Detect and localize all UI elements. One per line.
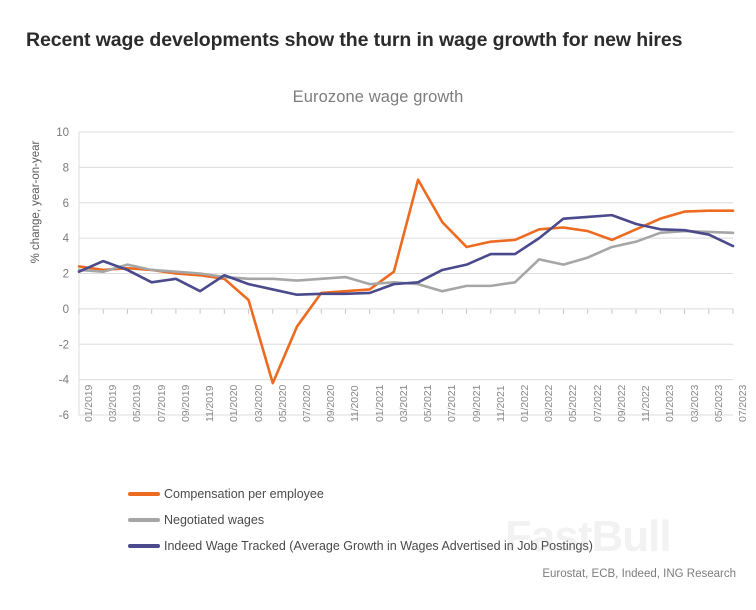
y-tick-label: -2	[59, 339, 69, 351]
x-tick-label: 07/2021	[446, 384, 459, 422]
source-note: Eurostat, ECB, Indeed, ING Research	[542, 568, 736, 580]
x-tick-label: 03/2022	[543, 384, 556, 422]
legend-item[interactable]: Negotiated wages	[128, 508, 748, 532]
x-tick-label: 01/2021	[373, 384, 386, 422]
chart-legend: Compensation per employee Negotiated wage…	[128, 482, 748, 560]
y-axis-title: % change, year-on-year	[30, 140, 42, 264]
x-tick-label: 01/2023	[664, 384, 677, 422]
x-tick-label: 01/2022	[519, 384, 531, 422]
x-tick-label: 09/2019	[179, 384, 192, 422]
y-tick-label: 6	[63, 198, 69, 210]
y-tick-label: 0	[63, 304, 69, 316]
y-tick-label: 10	[56, 127, 69, 139]
y-tick-label: -4	[59, 375, 70, 387]
legend-item[interactable]: Indeed Wage Tracked (Average Growth in W…	[128, 534, 748, 558]
y-tick-label: 4	[63, 233, 70, 245]
x-tick-label: 01/2019	[83, 384, 95, 422]
legend-item-label: Indeed Wage Tracked (Average Growth in W…	[164, 539, 593, 553]
x-tick-label: 05/2020	[276, 384, 289, 422]
y-tick-label: 2	[63, 269, 69, 281]
x-tick-label: 05/2023	[712, 384, 725, 422]
legend-color-swatch	[128, 492, 160, 496]
x-tick-label: 07/2019	[155, 384, 168, 422]
x-tick-label: 03/2019	[107, 384, 120, 422]
x-tick-label: 07/2023	[737, 384, 749, 422]
y-tick-label: 8	[63, 162, 69, 174]
x-tick-label: 11/2019	[204, 385, 217, 422]
x-tick-label: 01/2020	[228, 384, 241, 422]
x-axis-tick-marks	[78, 308, 734, 314]
x-tick-label: 09/2022	[615, 384, 628, 422]
x-tick-label: 05/2022	[567, 384, 580, 422]
page-title: Recent wage developments show the turn i…	[26, 29, 683, 51]
y-tick-label: -6	[59, 410, 69, 422]
gridlines	[78, 131, 733, 416]
x-tick-label: 05/2019	[131, 384, 144, 422]
legend-color-swatch	[128, 518, 160, 522]
x-tick-label: 07/2022	[591, 384, 604, 422]
x-tick-label: 11/2020	[349, 385, 362, 422]
x-tick-label: 03/2023	[688, 384, 701, 422]
legend-item-label: Compensation per employee	[164, 487, 324, 501]
y-axis-ticks: 10 8 6 4 2 0 -2 -4 -6	[56, 127, 69, 422]
x-tick-label: 03/2020	[252, 384, 265, 422]
legend-item[interactable]: Compensation per employee	[128, 482, 748, 506]
legend-color-swatch	[128, 544, 160, 548]
series-lines	[77, 178, 735, 385]
series-line-1	[77, 178, 735, 385]
x-tick-label: 05/2021	[422, 384, 435, 422]
x-tick-label: 07/2020	[301, 384, 313, 422]
legend-item-label: Negotiated wages	[164, 513, 265, 527]
x-tick-label: 09/2021	[470, 384, 483, 422]
x-tick-label: 03/2021	[397, 384, 410, 422]
x-tick-label: 11/2021	[494, 385, 507, 422]
chart-subtitle: Eurozone wage growth	[292, 88, 464, 106]
series-line-3	[77, 213, 735, 297]
x-tick-label: 09/2020	[325, 384, 338, 422]
x-tick-label: 11/2022	[640, 385, 653, 422]
